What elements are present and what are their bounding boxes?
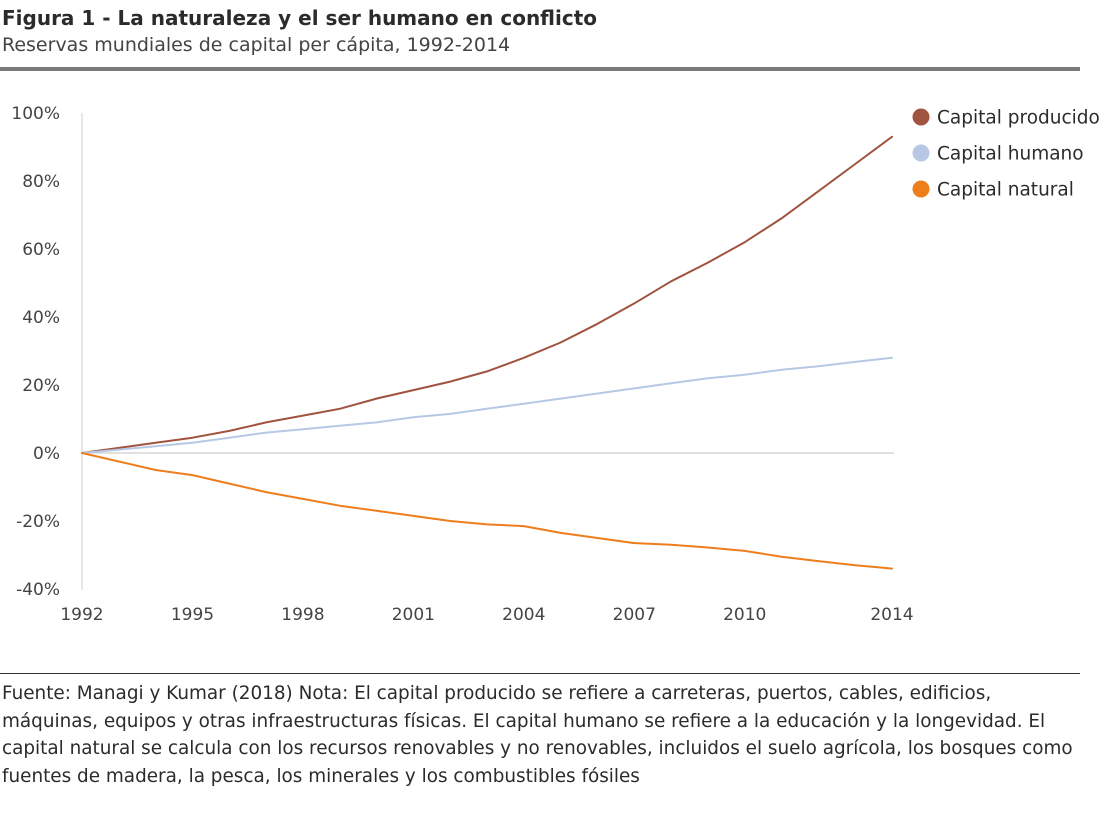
x-tick-label: 2004 — [502, 605, 545, 625]
x-tick-label: 2007 — [613, 605, 656, 625]
legend-label: Capital natural — [937, 180, 1074, 201]
y-tick-label: 60% — [22, 240, 60, 260]
legend-marker — [912, 180, 930, 198]
y-tick-label: 0% — [33, 444, 60, 464]
y-tick-label: 20% — [22, 376, 60, 396]
line-chart: -40% -20% 0% 20% 40% 60% 80% 100% 1992 1995 1998 2… — [11, 104, 1100, 625]
x-tick-label: 1995 — [171, 605, 214, 625]
y-tick-label: -20% — [16, 512, 60, 532]
legend: Capital producido Capital humano Capital n… — [912, 108, 1100, 201]
x-tick-label: 2014 — [870, 605, 913, 625]
chart-title: Figura 1 - La naturaleza y el ser humano… — [2, 6, 598, 30]
x-tick-label: 1992 — [60, 605, 103, 625]
legend-label: Capital humano — [937, 144, 1084, 165]
series-line-capital-producido — [81, 135, 893, 454]
y-tick-label: 80% — [22, 172, 60, 192]
legend-label: Capital producido — [937, 108, 1100, 129]
x-tick-label: 2001 — [392, 605, 435, 625]
y-tick-label: 100% — [11, 104, 60, 124]
series-line-capital-humano — [81, 356, 893, 454]
chart-subtitle: Reservas mundiales de capital per cápita… — [2, 34, 511, 56]
x-tick-label: 1998 — [281, 605, 324, 625]
legend-marker — [912, 108, 930, 126]
x-axis-ticks: 1992 1995 1998 2001 2004 2007 2010 2014 — [60, 605, 913, 625]
footer-divider — [0, 673, 1080, 674]
source-note: Fuente: Managi y Kumar (2018) Nota: El c… — [2, 683, 1073, 787]
y-axis-ticks: -40% -20% 0% 20% 40% 60% 80% 100% — [11, 104, 60, 600]
legend-marker — [912, 144, 930, 162]
y-tick-label: -40% — [16, 580, 60, 600]
series-lines — [81, 135, 893, 570]
header-divider — [0, 67, 1080, 71]
y-tick-label: 40% — [22, 308, 60, 328]
x-tick-label: 2010 — [723, 605, 766, 625]
series-line-capital-natural — [81, 452, 893, 570]
